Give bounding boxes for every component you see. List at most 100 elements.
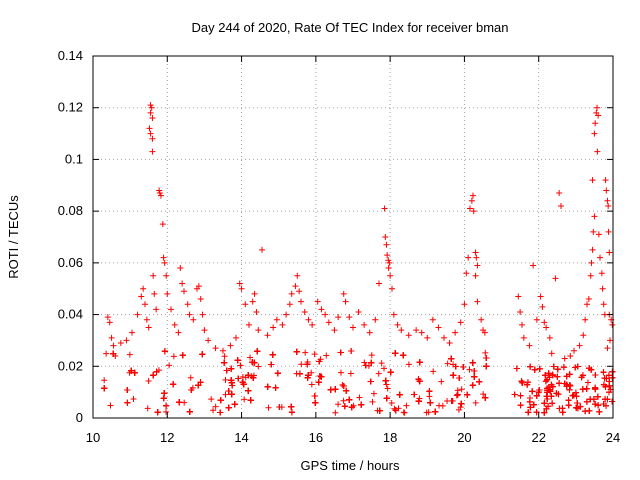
data-point: [519, 321, 525, 328]
data-point: [595, 402, 602, 409]
data-point: [298, 361, 305, 368]
data-point: [246, 321, 252, 328]
data-point: [227, 342, 234, 349]
data-point: [268, 361, 275, 368]
data-point: [316, 358, 323, 365]
data-point: [123, 337, 130, 344]
data-point: [584, 379, 591, 386]
data-point: [513, 365, 520, 372]
data-point: [517, 308, 524, 315]
data-point: [181, 399, 188, 406]
data-point: [142, 301, 148, 308]
data-point: [472, 399, 479, 406]
data-point: [264, 332, 271, 339]
data-point: [311, 351, 318, 358]
data-point: [530, 401, 537, 408]
data-point: [286, 301, 293, 308]
data-point: [375, 370, 382, 377]
data-point: [294, 272, 301, 279]
data-point: [444, 360, 451, 367]
data-point: [597, 254, 603, 261]
data-point: [245, 387, 252, 394]
y-tick-label: 0.08: [58, 203, 83, 218]
y-tick-label: 0.06: [58, 255, 83, 270]
data-point: [358, 401, 365, 408]
y-tick-label: 0.14: [58, 48, 83, 63]
data-point: [240, 381, 247, 388]
data-point: [130, 395, 137, 402]
data-point: [469, 382, 476, 389]
data-point: [543, 393, 550, 400]
data-point: [331, 327, 338, 334]
chart-title: Day 244 of 2020, Rate Of TEC Index for r…: [192, 20, 509, 35]
data-point: [525, 409, 532, 416]
data-point: [149, 115, 156, 122]
data-point: [453, 392, 460, 399]
data-point: [603, 375, 610, 382]
data-point: [426, 388, 433, 395]
data-point: [176, 399, 183, 406]
data-point: [533, 392, 540, 399]
data-point: [157, 192, 164, 199]
data-point: [548, 350, 555, 357]
data-point: [468, 197, 475, 204]
data-point: [554, 373, 561, 380]
data-point: [235, 375, 242, 382]
data-point: [463, 270, 470, 277]
data-point: [305, 316, 312, 323]
y-tick-label: 0.02: [58, 358, 83, 373]
data-point: [361, 359, 368, 366]
data-point: [383, 395, 390, 402]
data-point: [602, 177, 609, 184]
data-point: [250, 374, 257, 381]
data-point: [464, 391, 471, 398]
data-point: [212, 403, 219, 410]
data-point: [430, 368, 437, 375]
data-point: [456, 375, 463, 382]
data-point: [160, 395, 167, 402]
data-point: [480, 391, 487, 398]
data-point: [529, 388, 536, 395]
data-point: [413, 327, 420, 334]
data-point: [541, 319, 548, 326]
data-point: [245, 372, 252, 379]
data-point: [595, 112, 602, 119]
data-point: [560, 364, 567, 371]
data-point: [249, 298, 256, 305]
ticks-layer: 10 12 14 16 18 20 22 24 0 0.02 0.04 0.06 0.08 0.1 0.12…: [58, 48, 621, 445]
data-point: [589, 177, 596, 184]
x-tick-label: 10: [86, 430, 100, 445]
data-point: [302, 349, 309, 356]
data-point: [346, 314, 353, 321]
data-point: [370, 390, 377, 397]
data-point: [391, 405, 398, 412]
data-point: [210, 407, 217, 414]
data-point: [276, 404, 283, 411]
data-point: [225, 404, 232, 411]
data-point: [550, 363, 557, 370]
data-point: [400, 352, 407, 359]
data-point: [452, 329, 459, 336]
data-point: [279, 321, 286, 328]
data-point: [609, 321, 616, 328]
data-point: [108, 334, 115, 341]
data-point: [177, 265, 184, 272]
data-point: [237, 362, 244, 369]
data-point: [104, 314, 111, 321]
data-point: [163, 408, 170, 415]
data-point: [322, 311, 329, 318]
data-point: [405, 332, 412, 339]
data-point: [124, 386, 131, 393]
data-point: [474, 298, 481, 305]
data-point: [199, 351, 206, 358]
data-point: [606, 249, 613, 256]
data-point: [471, 373, 478, 380]
data-point: [124, 399, 131, 406]
data-point: [609, 374, 616, 381]
data-point: [356, 394, 363, 401]
data-point: [423, 409, 430, 416]
data-point: [265, 404, 272, 411]
data-point: [574, 405, 581, 412]
data-point: [384, 252, 391, 259]
data-point: [305, 372, 312, 379]
